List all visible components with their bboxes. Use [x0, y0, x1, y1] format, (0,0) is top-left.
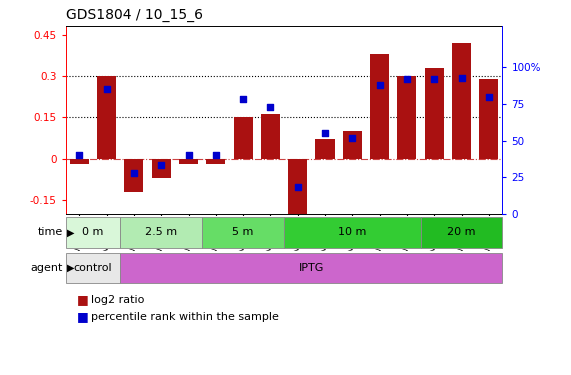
Point: [320, 130, 329, 136]
Text: 5 m: 5 m: [232, 228, 254, 237]
Text: ▶: ▶: [67, 263, 74, 273]
FancyBboxPatch shape: [421, 217, 502, 248]
Point: [75, 152, 84, 158]
Text: IPTG: IPTG: [299, 263, 324, 273]
Point: [130, 170, 139, 176]
Bar: [97, 76, 116, 159]
Text: control: control: [74, 263, 112, 273]
Text: agent: agent: [30, 263, 63, 273]
Text: 2.5 m: 2.5 m: [145, 228, 177, 237]
Text: ■: ■: [77, 310, 89, 323]
Point: [484, 94, 493, 100]
Point: [403, 76, 412, 82]
Point: [293, 184, 302, 190]
Text: 20 m: 20 m: [447, 228, 476, 237]
Bar: [479, 79, 498, 159]
Text: ▶: ▶: [67, 228, 74, 237]
Bar: [179, 159, 198, 164]
Bar: [206, 159, 226, 164]
Bar: [152, 159, 171, 178]
FancyBboxPatch shape: [202, 217, 284, 248]
Text: 0 m: 0 m: [82, 228, 104, 237]
Text: log2 ratio: log2 ratio: [91, 295, 144, 305]
FancyBboxPatch shape: [120, 253, 502, 284]
Point: [239, 96, 248, 102]
Bar: [370, 54, 389, 159]
Bar: [288, 159, 307, 214]
Bar: [261, 114, 280, 159]
Point: [211, 152, 220, 158]
Bar: [452, 43, 471, 159]
Point: [375, 82, 384, 88]
Point: [102, 86, 111, 92]
Text: 10 m: 10 m: [338, 228, 367, 237]
Text: time: time: [38, 228, 63, 237]
Bar: [315, 139, 335, 159]
FancyBboxPatch shape: [66, 217, 120, 248]
Point: [348, 135, 357, 141]
Point: [266, 104, 275, 110]
Bar: [425, 68, 444, 159]
Point: [429, 76, 439, 82]
Bar: [397, 76, 416, 159]
Bar: [343, 131, 362, 159]
FancyBboxPatch shape: [120, 217, 202, 248]
Text: ■: ■: [77, 294, 89, 306]
Text: percentile rank within the sample: percentile rank within the sample: [91, 312, 279, 322]
Point: [457, 75, 466, 81]
Bar: [234, 117, 253, 159]
Text: GDS1804 / 10_15_6: GDS1804 / 10_15_6: [66, 9, 203, 22]
Bar: [70, 159, 89, 164]
Point: [156, 162, 166, 168]
FancyBboxPatch shape: [66, 253, 120, 284]
Bar: [124, 159, 143, 192]
Point: [184, 152, 193, 158]
FancyBboxPatch shape: [284, 217, 421, 248]
